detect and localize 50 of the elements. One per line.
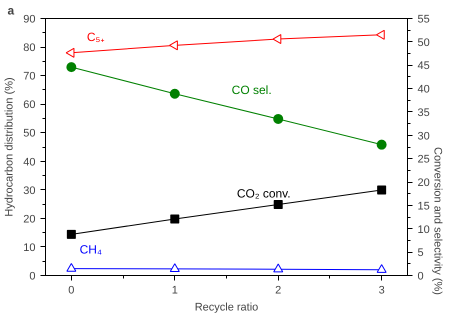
y2-tick-label: 55 [418,14,430,26]
point [66,48,74,58]
point [170,214,180,224]
y-tick-label: 20 [23,213,36,226]
x-tick-label: 1 [172,284,178,296]
point [377,185,386,194]
y2-tick-label: 25 [418,154,430,166]
point [376,140,387,150]
point [273,114,284,124]
y2-tick-label: 10 [418,224,430,236]
point [66,230,76,239]
y-tick-label: 70 [23,70,36,83]
y-tick-label: 90 [23,14,36,26]
y2-tick-label: 0 [418,270,424,282]
point [273,264,284,272]
y2-tick-label: 35 [418,106,430,119]
x-tick-label: 2 [275,284,282,296]
y-tick-label: 10 [23,242,36,254]
point [66,262,76,272]
y-tick-label: 60 [23,99,36,112]
x-tick-label: 3 [378,284,385,296]
y2-tick-label: 40 [418,84,430,96]
point [272,34,282,44]
y2-tick-label: 15 [418,200,430,212]
point [170,88,180,99]
series-label: CH₄ [80,242,102,257]
series-label: C₅₊ [86,30,104,44]
y2-tick-label: 5 [418,247,424,260]
series-label: CO sel. [232,83,272,98]
point [66,62,76,72]
point [376,264,387,273]
point [169,40,178,50]
y2-axis-title: Conversion and selectivity (%) [432,147,444,295]
y2-tick-label: 30 [418,130,430,142]
y2-tick-label: 20 [418,177,430,190]
point [274,200,283,209]
y-tick-label: 50 [23,128,36,140]
y-tick-label: 80 [23,42,36,54]
y2-tick-label: 45 [418,60,430,72]
point [376,30,385,40]
series-label: CO₂ conv. [236,186,291,201]
y-tick-label: 0 [29,270,36,282]
x-axis-title: Recycle ratio [194,302,258,314]
y2-tick-label: 50 [418,36,430,49]
text: a [8,4,14,18]
y-tick-label: 40 [23,156,36,168]
y-tick-label: 30 [23,184,36,197]
point [170,263,180,272]
x-tick-label: 0 [68,284,74,296]
y-axis-title: Hydrocarbon distribution (%) [3,77,16,217]
